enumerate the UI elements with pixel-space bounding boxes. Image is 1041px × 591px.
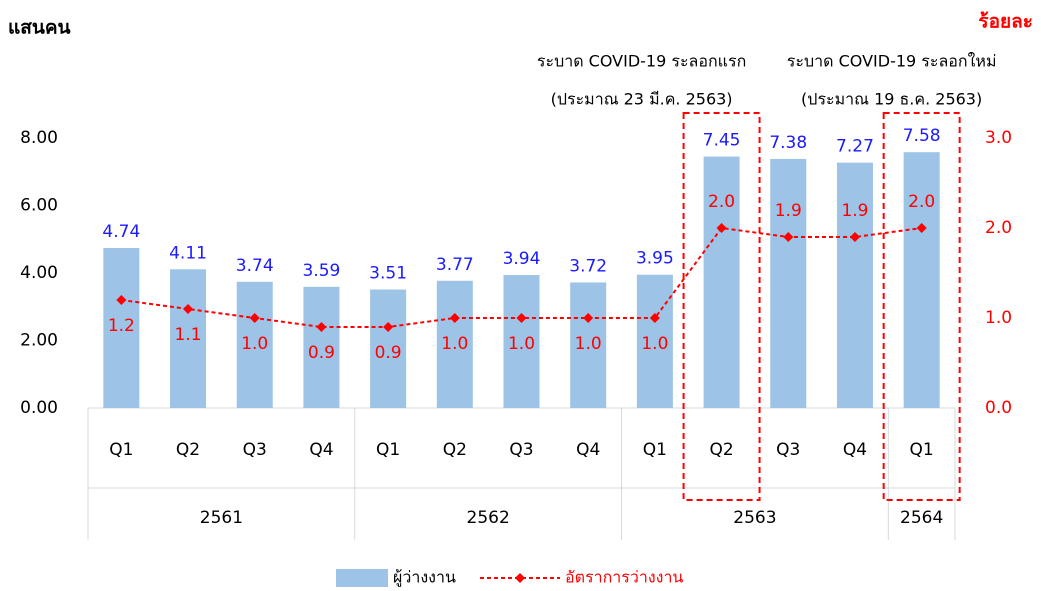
y2-tick-label: 0.0 — [985, 398, 1012, 418]
x-tick-label: Q2 — [709, 440, 733, 460]
group-label: 2562 — [467, 508, 510, 528]
y-tick-label: 8.00 — [20, 128, 58, 148]
line-value-label: 0.9 — [375, 343, 402, 363]
bar-value-label: 7.38 — [769, 133, 807, 153]
y-tick-label: 2.00 — [20, 331, 58, 351]
bar — [303, 286, 340, 408]
line-value-label: 0.9 — [308, 343, 335, 363]
bar — [703, 156, 740, 408]
line-value-label: 1.0 — [508, 334, 535, 354]
group-label: 2561 — [200, 508, 243, 528]
x-tick-label: Q3 — [509, 440, 533, 460]
bar — [170, 269, 207, 408]
line-marker — [449, 313, 460, 323]
annotation: ระบาด COVID-19 ระลอกแรก — [537, 52, 746, 71]
bar-value-label: 4.11 — [169, 243, 207, 263]
line-marker — [316, 322, 327, 332]
line-value-label: 1.0 — [575, 334, 602, 354]
bar — [370, 289, 407, 408]
bar — [770, 158, 807, 408]
x-tick-label: Q1 — [109, 440, 133, 460]
line-value-label: 1.9 — [775, 201, 802, 221]
annotation: (ประมาณ 23 มี.ค. 2563) — [551, 90, 733, 109]
group-label: 2564 — [900, 508, 943, 528]
x-tick-label: Q1 — [376, 440, 400, 460]
bar-value-label: 7.45 — [703, 131, 741, 151]
line-marker — [116, 295, 127, 305]
bar-value-label: 3.72 — [569, 256, 607, 276]
bar — [236, 281, 273, 408]
bar-value-label: 3.51 — [369, 264, 407, 284]
bar — [103, 248, 140, 408]
highlight-box — [882, 112, 961, 501]
line-marker — [649, 313, 660, 323]
line-value-label: 1.0 — [441, 334, 468, 354]
bar-value-label: 3.74 — [236, 256, 274, 276]
line-marker — [916, 223, 927, 233]
x-tick-label: Q3 — [776, 440, 800, 460]
legend-marker — [515, 573, 525, 583]
y2-tick-label: 1.0 — [985, 308, 1012, 328]
line-marker — [249, 313, 260, 323]
bar — [503, 275, 540, 408]
line-marker — [583, 313, 594, 323]
line-value-label: 2.0 — [708, 192, 735, 212]
line-value-label: 1.9 — [841, 201, 868, 221]
bar — [436, 280, 473, 408]
x-tick-label: Q4 — [843, 440, 867, 460]
y2-tick-label: 3.0 — [985, 128, 1012, 148]
bar — [570, 282, 607, 408]
annotation: (ประมาณ 19 ธ.ค. 2563) — [801, 90, 982, 109]
line-value-label: 1.1 — [175, 325, 202, 345]
y-tick-label: 6.00 — [20, 196, 58, 216]
y2-axis-label: ร้อยละ — [978, 11, 1033, 33]
y-axis-label: แสนคน — [8, 17, 71, 39]
y2-tick-label: 2.0 — [985, 218, 1012, 238]
line-value-label: 1.0 — [641, 334, 668, 354]
x-tick-label: Q3 — [243, 440, 267, 460]
bar-value-label: 7.27 — [836, 137, 874, 157]
line-marker — [383, 322, 394, 332]
x-tick-label: Q1 — [643, 440, 667, 460]
bar-value-label: 4.74 — [102, 222, 140, 242]
line-marker — [783, 232, 794, 242]
bar-value-label: 3.59 — [302, 261, 340, 281]
highlight-box — [682, 112, 761, 501]
x-tick-label: Q4 — [309, 440, 333, 460]
x-tick-label: Q2 — [176, 440, 200, 460]
bar-value-label: 3.95 — [636, 249, 674, 269]
bar — [636, 274, 673, 408]
line-marker — [516, 313, 527, 323]
bar-value-label: 7.58 — [903, 126, 941, 146]
y-tick-label: 4.00 — [20, 263, 58, 283]
legend-label: อัตราการว่างงาน — [565, 568, 683, 587]
line-marker — [716, 223, 727, 233]
annotation: ระบาด COVID-19 ระลอกใหม่ — [787, 52, 997, 71]
bar-value-label: 3.77 — [436, 255, 474, 275]
line-value-label: 1.0 — [241, 334, 268, 354]
line-value-label: 1.2 — [108, 316, 135, 336]
bar — [836, 162, 873, 408]
line-marker — [183, 304, 194, 314]
legend-swatch — [336, 569, 388, 587]
group-label: 2563 — [733, 508, 776, 528]
legend-label: ผู้ว่างงาน — [393, 568, 456, 588]
bar — [903, 152, 940, 408]
line-marker — [849, 232, 860, 242]
x-tick-label: Q1 — [910, 440, 934, 460]
x-tick-label: Q2 — [443, 440, 467, 460]
x-tick-label: Q4 — [576, 440, 600, 460]
bar-value-label: 3.94 — [503, 249, 541, 269]
line-value-label: 2.0 — [908, 192, 935, 212]
y-tick-label: 0.00 — [20, 398, 58, 418]
